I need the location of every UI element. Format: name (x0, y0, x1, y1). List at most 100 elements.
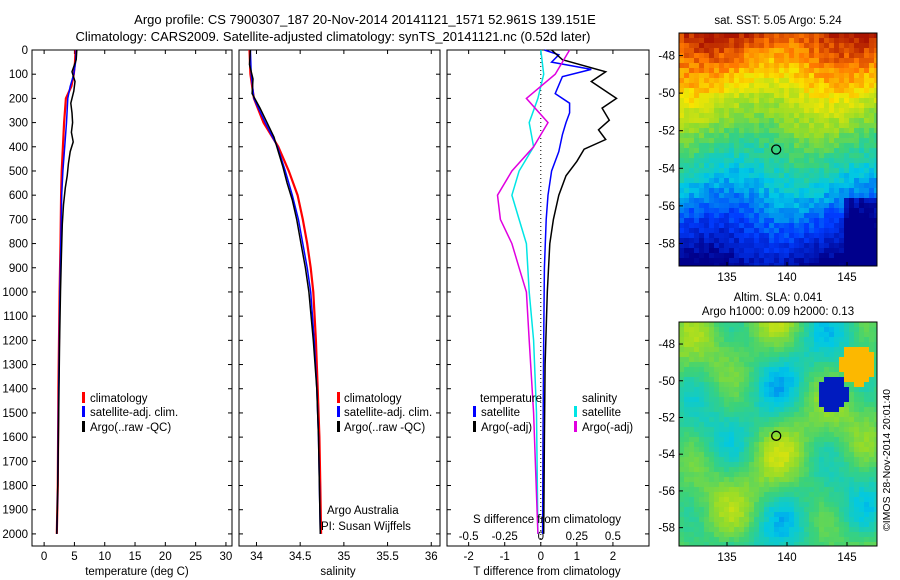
map-cell (864, 532, 870, 538)
map-cell (829, 33, 835, 39)
map-cell (849, 213, 855, 219)
map-cell (709, 223, 715, 229)
map-cell (829, 183, 835, 189)
map-cell (864, 522, 870, 528)
map-cell (684, 148, 690, 154)
map-cell (809, 537, 815, 543)
map-cell (749, 397, 755, 403)
map-cell (684, 133, 690, 139)
map-cell (734, 327, 740, 333)
map-cell (809, 327, 815, 333)
map-cell (774, 432, 780, 438)
map-cell (804, 447, 810, 453)
map-cell (829, 457, 835, 463)
map-cell (859, 322, 865, 328)
map-cell (734, 163, 740, 169)
map-cell (824, 158, 830, 164)
y-tick-label: 500 (9, 166, 28, 178)
map-cell (759, 163, 765, 169)
map-cell (749, 208, 755, 214)
map-cell (814, 213, 820, 219)
map-cell (764, 213, 770, 219)
map-cell (854, 372, 860, 378)
map-cell (839, 497, 845, 503)
map-cell (839, 382, 845, 388)
map-cell (754, 78, 760, 84)
map-cell (869, 93, 875, 99)
map-cell (764, 148, 770, 154)
map-cell (774, 367, 780, 373)
map-cell (709, 407, 715, 413)
map-cell (764, 233, 770, 239)
map-cell (839, 452, 845, 458)
map-cell (709, 198, 715, 204)
map-cell (754, 88, 760, 94)
map-cell (774, 482, 780, 488)
map-cell (824, 153, 830, 159)
map-cell (834, 173, 840, 179)
map-cell (749, 258, 755, 264)
map-cell (714, 143, 720, 149)
map-cell (759, 243, 765, 249)
map-cell (689, 113, 695, 119)
y-tick-label: 1400 (2, 384, 28, 396)
map-cell (829, 407, 835, 413)
map-cell (764, 532, 770, 538)
map-cell (684, 332, 690, 338)
map-cell (769, 507, 775, 513)
map-cell (769, 347, 775, 353)
map-cell (834, 58, 840, 64)
map-cell (759, 422, 765, 428)
map-cell (714, 108, 720, 114)
map-cell (779, 427, 785, 433)
map-cell (864, 258, 870, 264)
map-cell (854, 198, 860, 204)
map-cell (824, 542, 830, 548)
map-cell (784, 193, 790, 199)
map-cell (869, 397, 875, 403)
map-cell (864, 362, 870, 368)
map-cell (814, 512, 820, 518)
map-cell (769, 138, 775, 144)
map-cell (869, 482, 875, 488)
map-cell (714, 487, 720, 493)
map-cell (694, 138, 700, 144)
map-cell (699, 238, 705, 244)
map-cell (734, 198, 740, 204)
x-tick-label: 5 (71, 551, 77, 563)
map-cell (849, 178, 855, 184)
map-cell (849, 83, 855, 89)
map-cell (794, 218, 800, 224)
map-cell (729, 497, 735, 503)
map-cell (764, 93, 770, 99)
map-cell (699, 173, 705, 179)
map-cell (844, 223, 850, 229)
map-cell (799, 133, 805, 139)
map-cell (789, 502, 795, 508)
map-cell (774, 158, 780, 164)
map-cell (834, 442, 840, 448)
header-line1: Argo profile: CS 7900307_187 20-Nov-2014… (134, 12, 596, 27)
map-cell (734, 437, 740, 443)
map-cell (829, 387, 835, 393)
map-cell (794, 537, 800, 543)
map-cell (689, 532, 695, 538)
map-cell (804, 38, 810, 44)
map-cell (864, 507, 870, 513)
map-cell (814, 327, 820, 333)
map-cell (679, 108, 685, 114)
map-cell (764, 173, 770, 179)
map-cell (709, 148, 715, 154)
map-cell (809, 387, 815, 393)
map-cell (714, 33, 720, 39)
map-cell (709, 128, 715, 134)
map-cell (839, 417, 845, 423)
map-cell (754, 213, 760, 219)
map-cell (694, 482, 700, 488)
map-cell (704, 442, 710, 448)
map-cell (849, 422, 855, 428)
map-cell (794, 103, 800, 109)
map-cell (869, 223, 875, 229)
map-cell (709, 103, 715, 109)
map-cell (784, 63, 790, 69)
